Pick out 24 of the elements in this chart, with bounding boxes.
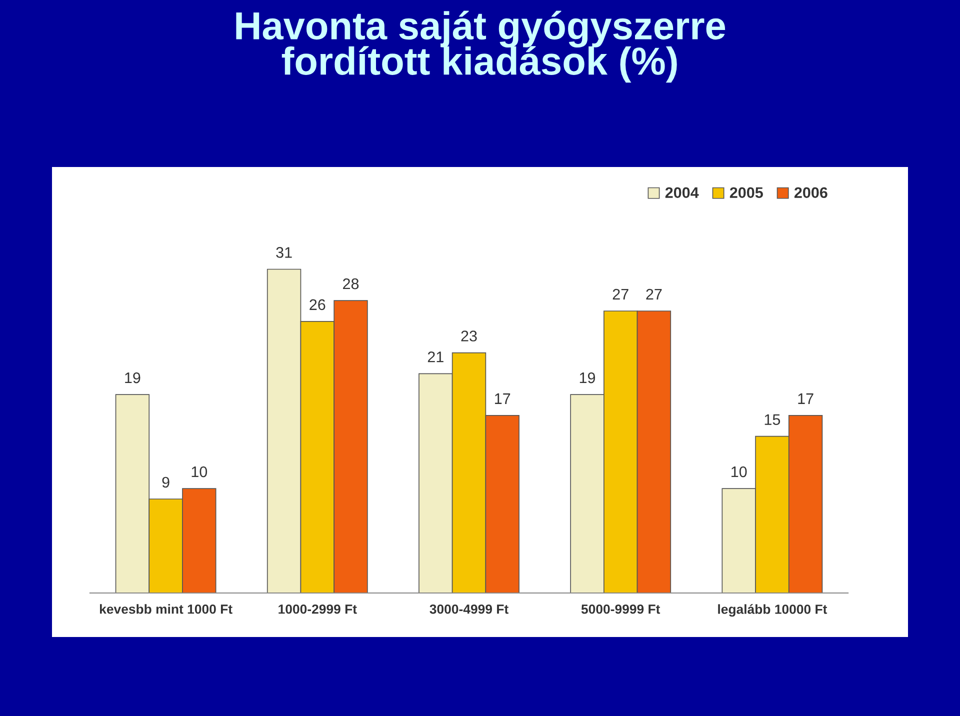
data-label: 9 — [162, 476, 170, 488]
data-label: 28 — [343, 278, 359, 290]
x-tick-label: 5000-9999 Ft — [581, 604, 660, 614]
legend-label: 2004 — [665, 187, 699, 198]
data-label: 23 — [461, 330, 477, 342]
x-tick-label: 3000-4999 Ft — [430, 604, 508, 614]
data-label: 10 — [732, 466, 747, 478]
legend-label: 2005 — [730, 187, 763, 198]
x-tick-label: legalább 10000 Ft — [718, 604, 828, 617]
data-label: 27 — [612, 288, 628, 300]
data-label: 31 — [276, 247, 292, 258]
x-tick-label: kevesbb mint 1000 Ft — [100, 604, 232, 614]
data-label: 15 — [764, 414, 780, 425]
data-label: 10 — [192, 466, 208, 478]
data-label: 19 — [580, 372, 596, 384]
data-label: 26 — [310, 299, 326, 310]
data-label: 17 — [798, 393, 814, 404]
data-label: 21 — [428, 352, 444, 362]
x-tick-label: 1000-2999 Ft — [278, 604, 357, 614]
chart-title: Havonta saját gyógyszerre fordított kiadások (%) — [236, 10, 726, 83]
data-label: 17 — [495, 393, 510, 404]
data-label: 27 — [646, 288, 662, 300]
data-label: 19 — [125, 372, 140, 384]
legend-label: 2006 — [794, 187, 828, 198]
